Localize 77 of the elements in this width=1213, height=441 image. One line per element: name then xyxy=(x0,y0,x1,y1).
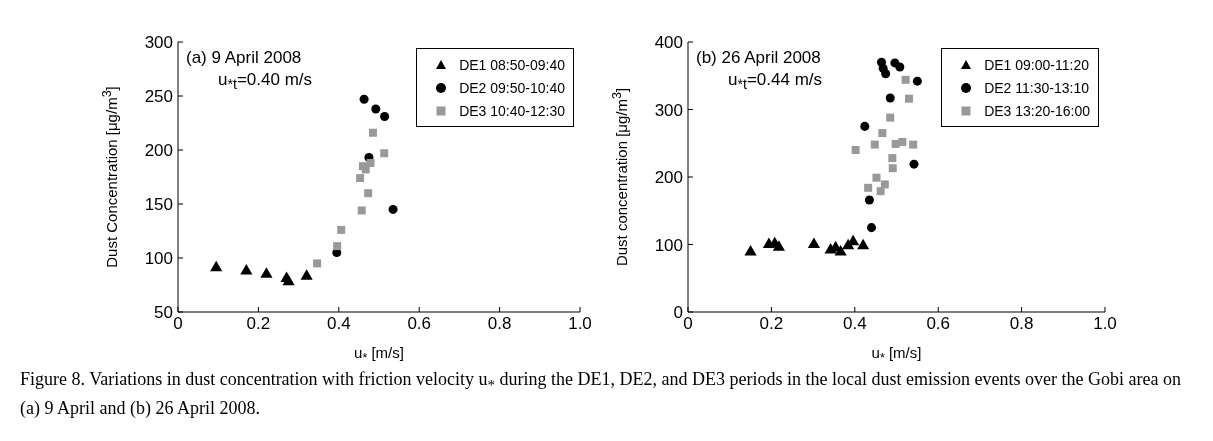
point xyxy=(878,129,887,138)
y-tick-label: 250 xyxy=(144,87,173,107)
point xyxy=(895,62,905,72)
point xyxy=(371,104,381,114)
legend-label: DE2 09:50-10:40 xyxy=(459,79,565,96)
point xyxy=(834,244,847,256)
x-axis-title: u$_{*}$ [m/s] xyxy=(353,344,405,365)
point xyxy=(388,204,398,214)
x-tick-label: 0.6 xyxy=(407,314,432,334)
point xyxy=(368,128,377,137)
point xyxy=(380,112,390,122)
point xyxy=(366,158,375,167)
point xyxy=(210,260,223,272)
annotation: (b) 26 April 2008 xyxy=(696,48,821,68)
point xyxy=(359,94,369,104)
point xyxy=(909,159,919,169)
y-tick-label: 100 xyxy=(144,249,173,269)
point xyxy=(866,223,876,233)
y-tick-label: 100 xyxy=(654,235,683,255)
x-axis-title: u$_{*}$ [m/s] xyxy=(870,344,923,365)
point xyxy=(886,113,895,122)
legend-label: DE3 13:20-16:00 xyxy=(984,102,1090,119)
point xyxy=(888,154,897,163)
point xyxy=(380,149,389,158)
point xyxy=(807,237,821,249)
x-tick-label: 0.4 xyxy=(326,314,351,334)
y-tick-label: 50 xyxy=(154,303,173,323)
point xyxy=(880,180,889,189)
x-tick-label: 0.6 xyxy=(926,314,951,334)
x-tick-label: 0.8 xyxy=(487,314,512,334)
point xyxy=(337,225,346,234)
point xyxy=(857,238,870,250)
y-tick-label: 400 xyxy=(654,33,683,53)
x-tick-label: 0.8 xyxy=(1009,314,1034,334)
point xyxy=(901,75,910,84)
point xyxy=(876,187,885,196)
point xyxy=(851,146,860,154)
y-tick-label: 200 xyxy=(654,168,683,188)
point xyxy=(905,94,914,103)
point xyxy=(872,173,881,182)
text: Figure 8. Variations in dust concentration with friction velocity u$_{*}$ during the DE1, DE2, and DE3 periods in the local dust emission events over the Gobi area on (a) 9 April and (b) 26 April 2008. xyxy=(20,369,1181,418)
point xyxy=(356,174,365,183)
point xyxy=(860,121,870,131)
y-tick-label: 300 xyxy=(654,100,683,120)
point xyxy=(240,263,253,275)
legend-label: DE1 08:50-09:40 xyxy=(459,56,565,73)
point xyxy=(898,137,907,146)
point xyxy=(744,244,757,256)
annotation: (a) 9 April 2008 xyxy=(186,48,302,68)
legend-label: DE2 11:30-13:10 xyxy=(984,79,1089,96)
annotation: u$_{*t}$=0.44 m/s xyxy=(728,70,823,93)
point xyxy=(881,69,891,79)
point xyxy=(870,140,879,149)
y-tick-label: 300 xyxy=(144,33,173,53)
x-tick-label: 1.0 xyxy=(1093,314,1117,334)
x-tick-label: 0.2 xyxy=(759,314,784,334)
point xyxy=(333,242,342,251)
x-tick-label: 0.4 xyxy=(842,314,867,334)
point xyxy=(260,267,273,278)
legend-label: DE3 10:40-12:30 xyxy=(459,102,565,119)
point xyxy=(357,206,366,215)
legend-label: DE1 09:00-11:20 xyxy=(984,56,1089,73)
point xyxy=(912,76,922,86)
point xyxy=(364,189,373,198)
x-tick-label: 0.2 xyxy=(246,314,271,334)
point xyxy=(864,195,874,205)
y-tick-label: 150 xyxy=(144,195,173,215)
point xyxy=(300,269,313,280)
point xyxy=(772,240,785,251)
point xyxy=(885,93,895,103)
point xyxy=(909,140,918,149)
point xyxy=(864,183,873,192)
point xyxy=(313,259,322,268)
x-tick-label: 1.0 xyxy=(568,314,592,334)
point xyxy=(888,164,897,173)
y-tick-label: 200 xyxy=(144,141,173,161)
annotation: u$_{*t}$=0.40 m/s xyxy=(218,70,313,93)
